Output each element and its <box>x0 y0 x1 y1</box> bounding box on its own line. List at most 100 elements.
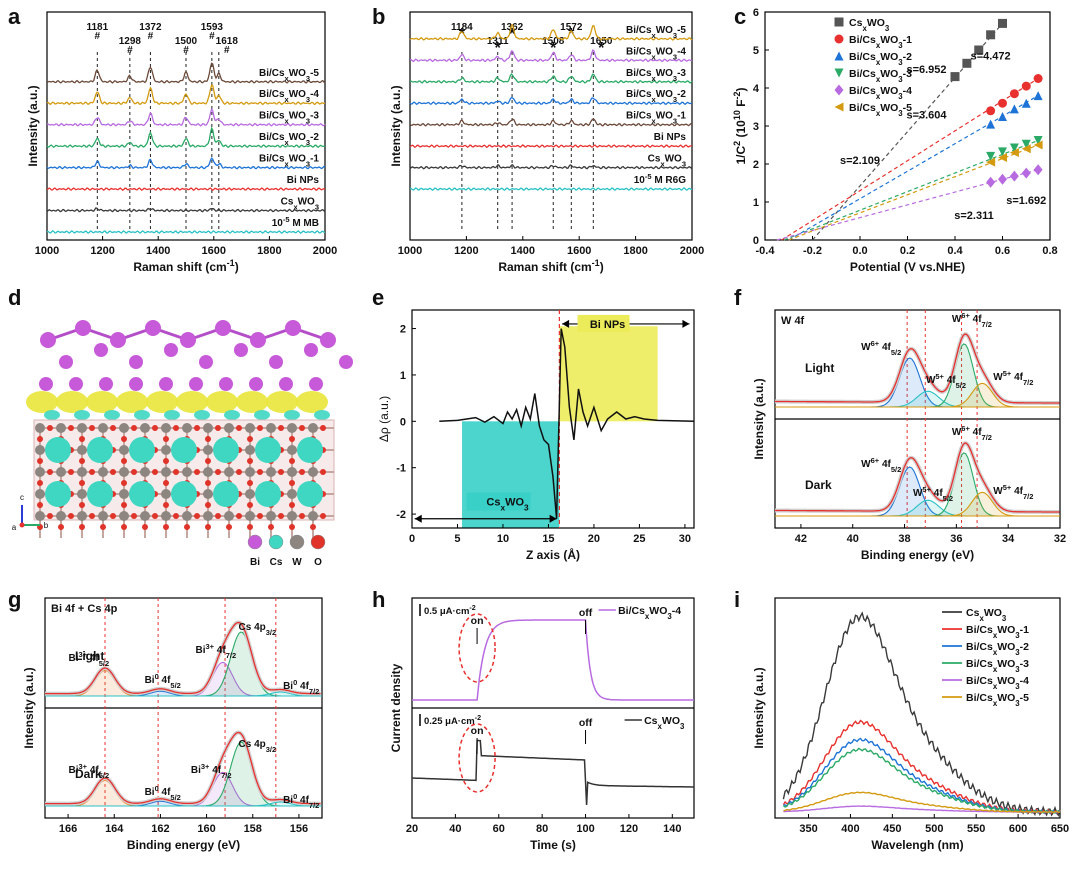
axis-c-label: c <box>20 493 24 502</box>
panel-b-frame <box>409 11 693 241</box>
panel-e-charge-density: 0 5 10 15 20 25 30 -2 -1 0 1 2 Z axis (Å) Δρ (a.u.) Bi… <box>377 309 695 562</box>
charge-density-curve <box>439 328 695 519</box>
panel-b-xtick-label: 1000 <box>398 245 422 257</box>
panel-c-ytick-label: 0 <box>753 235 759 247</box>
panel-f-peak-label: W6+ 4f7/2 <box>952 424 992 442</box>
bi-atom <box>269 355 283 369</box>
panel-i-xtick-label: 450 <box>883 823 901 835</box>
panel-e-xlabel: Z axis (Å) <box>526 547 580 562</box>
panel-d-structure: c b a Bi Cs W O <box>12 320 353 568</box>
panel-g-peak-label: Bi3+ 4f5/2 <box>69 762 110 780</box>
panel-c-legend-label: CsxWO3 <box>849 17 890 33</box>
bi-atom <box>94 343 108 357</box>
panel-f-peak-label: W5+ 4f5/2 <box>913 485 953 503</box>
bi-atom <box>145 320 161 336</box>
panel-f-fit-component <box>775 382 1060 408</box>
panel-a-peak-label: 1500 <box>175 36 198 47</box>
o-atom <box>226 524 232 530</box>
panel-c-legend-label: Bi/CsxWO3-4 <box>849 85 912 101</box>
panel-c-point <box>1009 170 1019 182</box>
panel-e-ytick-label: 0 <box>400 416 406 428</box>
panel-b-xlabel: Raman shift (cm-1) <box>498 258 603 274</box>
panel-h-xtick-label: 140 <box>663 823 681 835</box>
charge-accumulation <box>116 391 148 413</box>
panel-c-point <box>1033 164 1043 176</box>
bi-atom <box>189 377 203 391</box>
panel-f-state-label: Light <box>805 361 834 375</box>
w-atom <box>287 445 297 455</box>
region-csxwo3 <box>462 421 560 528</box>
w-atom <box>119 445 129 455</box>
panel-c-point <box>1021 139 1031 149</box>
w-atom <box>287 511 297 521</box>
bi-atom <box>249 377 263 391</box>
w-atom <box>98 511 108 521</box>
panel-h-xtick-label: 60 <box>493 823 505 835</box>
panel-i-xtick-label: 350 <box>799 823 817 835</box>
o-atom <box>184 524 190 530</box>
panel-c-point <box>1021 144 1031 154</box>
w-atom <box>119 511 129 521</box>
panel-label-f: f <box>734 285 742 310</box>
cs-atom <box>255 437 281 463</box>
w-atom <box>203 511 213 521</box>
panel-b-spectrum <box>409 96 693 106</box>
o-atom <box>79 524 85 530</box>
panel-f-xtick-label: 34 <box>1002 533 1015 545</box>
bi-atom <box>304 343 318 357</box>
charge-depletion <box>44 410 60 420</box>
charge-accumulation <box>206 391 238 413</box>
panel-b-spectrum <box>410 72 693 84</box>
o-atom <box>289 458 295 464</box>
panel-b-series-label: Bi/CsxWO3-4 <box>626 46 686 61</box>
panel-c-fit-line <box>781 77 1039 241</box>
o-atom <box>47 425 53 431</box>
o-atom <box>173 425 179 431</box>
charge-depletion <box>134 410 150 420</box>
structure-legend-marker <box>268 534 284 550</box>
w-atom <box>161 489 171 499</box>
o-atom <box>247 502 253 508</box>
o-atom <box>152 513 158 519</box>
panel-e-xtick-label: 5 <box>454 533 460 545</box>
on-highlight <box>458 613 496 683</box>
charge-accumulation <box>56 391 88 413</box>
panel-c-slope-label: s=6.952 <box>906 64 946 76</box>
panel-a-peak-marker: # <box>127 45 133 56</box>
legend-label: Bi/CsxWO3-1 <box>966 624 1029 640</box>
panel-h-ylabel: Current density <box>389 663 403 752</box>
o-atom <box>320 513 326 519</box>
o-atom <box>100 524 106 530</box>
panel-c-point <box>998 153 1007 163</box>
o-atom <box>110 425 116 431</box>
o-atom <box>68 469 74 475</box>
cs-atom <box>255 481 281 507</box>
panel-g-fit-envelope <box>45 621 321 695</box>
photocurrent-trace <box>412 619 694 701</box>
panel-g-fit-component <box>45 631 322 697</box>
panel-e-xtick-label: 20 <box>588 533 600 545</box>
o-atom <box>68 425 74 431</box>
o-atom <box>247 524 253 530</box>
panel-c-ytick-label: 5 <box>753 45 759 57</box>
panel-g-title: Bi 4f + Cs 4p <box>51 603 118 615</box>
panel-b-xtick-label: 2000 <box>680 245 704 257</box>
w-atom <box>245 511 255 521</box>
o-atom <box>68 513 74 519</box>
off-label: off <box>579 717 593 729</box>
panel-e-ytick-label: 2 <box>400 324 406 336</box>
bi-atom <box>180 332 196 348</box>
panel-a-series-label: Bi/CsxWO3-5 <box>259 68 319 83</box>
o-atom <box>121 502 127 508</box>
o-atom <box>37 502 43 508</box>
panel-label-c: c <box>734 4 746 29</box>
panel-i-ylabel: Intensity (a.u.) <box>752 667 766 748</box>
panel-b-peak-marker: * <box>495 40 502 57</box>
w-atom <box>35 467 45 477</box>
w-atom <box>35 489 45 499</box>
bi-atom <box>320 332 336 348</box>
o-atom <box>110 469 116 475</box>
panel-c-point <box>834 84 844 96</box>
w-atom <box>56 511 66 521</box>
o-atom <box>289 436 295 442</box>
